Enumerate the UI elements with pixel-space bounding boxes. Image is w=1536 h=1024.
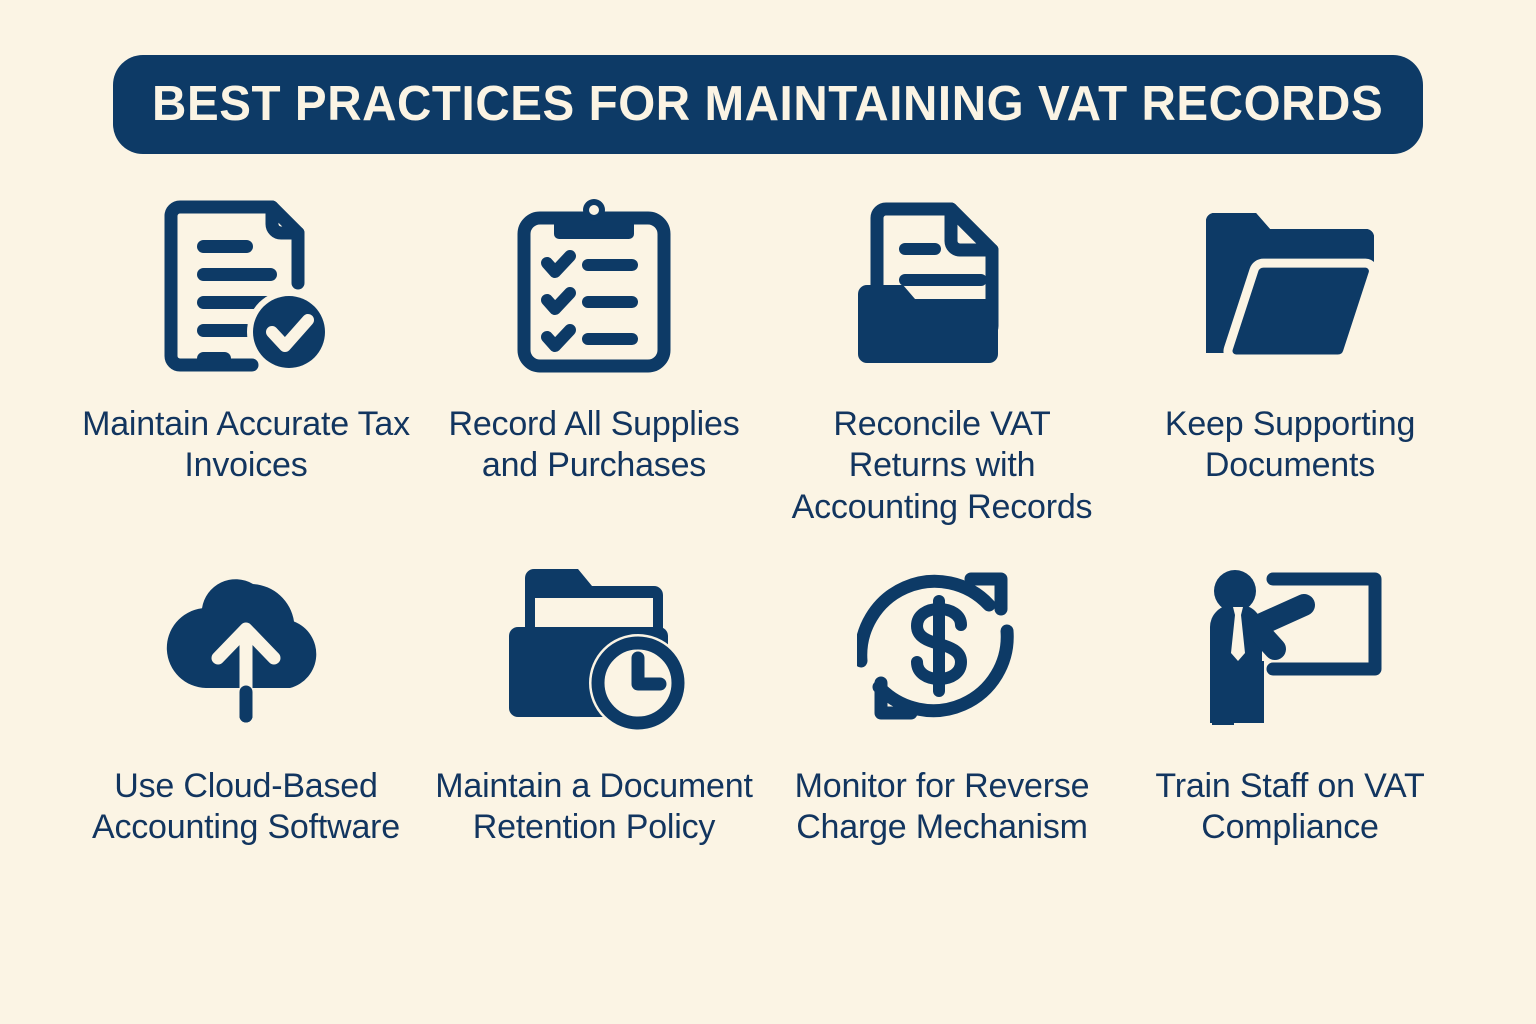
open-folder-icon: [1116, 186, 1464, 386]
practice-label: Use Cloud-Based Accounting Software: [91, 767, 401, 847]
practice-card-record-all-supplies-and-purchases[interactable]: Record All Supplies and Purchases: [420, 186, 768, 546]
practice-card-train-staff-on-vat-compliance[interactable]: Train Staff on VAT Compliance: [1116, 546, 1464, 906]
practice-card-use-cloud-based-accounting-software[interactable]: Use Cloud-Based Accounting Software: [72, 546, 420, 906]
title-banner-wrapper: BEST PRACTICES FOR MAINTAINING VAT RECOR…: [0, 55, 1536, 154]
folder-clock-icon: [420, 546, 768, 746]
practice-card-maintain-document-retention-policy[interactable]: Maintain a Document Retention Policy: [420, 546, 768, 906]
practice-label: Keep Supporting Documents: [1164, 405, 1416, 485]
currency-refresh-icon: [768, 546, 1116, 746]
document-folder-icon: [768, 186, 1116, 386]
practice-card-reconcile-vat-returns[interactable]: Reconcile VAT Returns with Accounting Re…: [768, 186, 1116, 546]
practice-card-keep-supporting-documents[interactable]: Keep Supporting Documents: [1116, 186, 1464, 546]
title-banner: BEST PRACTICES FOR MAINTAINING VAT RECOR…: [113, 55, 1423, 154]
practice-label: Record All Supplies and Purchases: [448, 405, 740, 485]
practice-label: Maintain Accurate Tax Invoices: [82, 405, 410, 485]
practice-card-maintain-accurate-tax-invoices[interactable]: Maintain Accurate Tax Invoices: [72, 186, 420, 546]
practice-label: Reconcile VAT Returns with Accounting Re…: [791, 405, 1093, 526]
page-title: BEST PRACTICES FOR MAINTAINING VAT RECOR…: [152, 77, 1384, 131]
practice-label: Train Staff on VAT Compliance: [1155, 767, 1425, 847]
clipboard-checklist-icon: [420, 186, 768, 386]
practices-grid: Maintain Accurate Tax Invoices Record Al…: [0, 186, 1536, 906]
practice-label: Monitor for Reverse Charge Mechanism: [794, 767, 1090, 847]
trainer-whiteboard-icon: [1116, 546, 1464, 746]
cloud-upload-icon: [72, 546, 420, 746]
practice-label: Maintain a Document Retention Policy: [435, 767, 753, 847]
document-check-icon: [72, 186, 420, 386]
practice-card-monitor-reverse-charge-mechanism[interactable]: Monitor for Reverse Charge Mechanism: [768, 546, 1116, 906]
